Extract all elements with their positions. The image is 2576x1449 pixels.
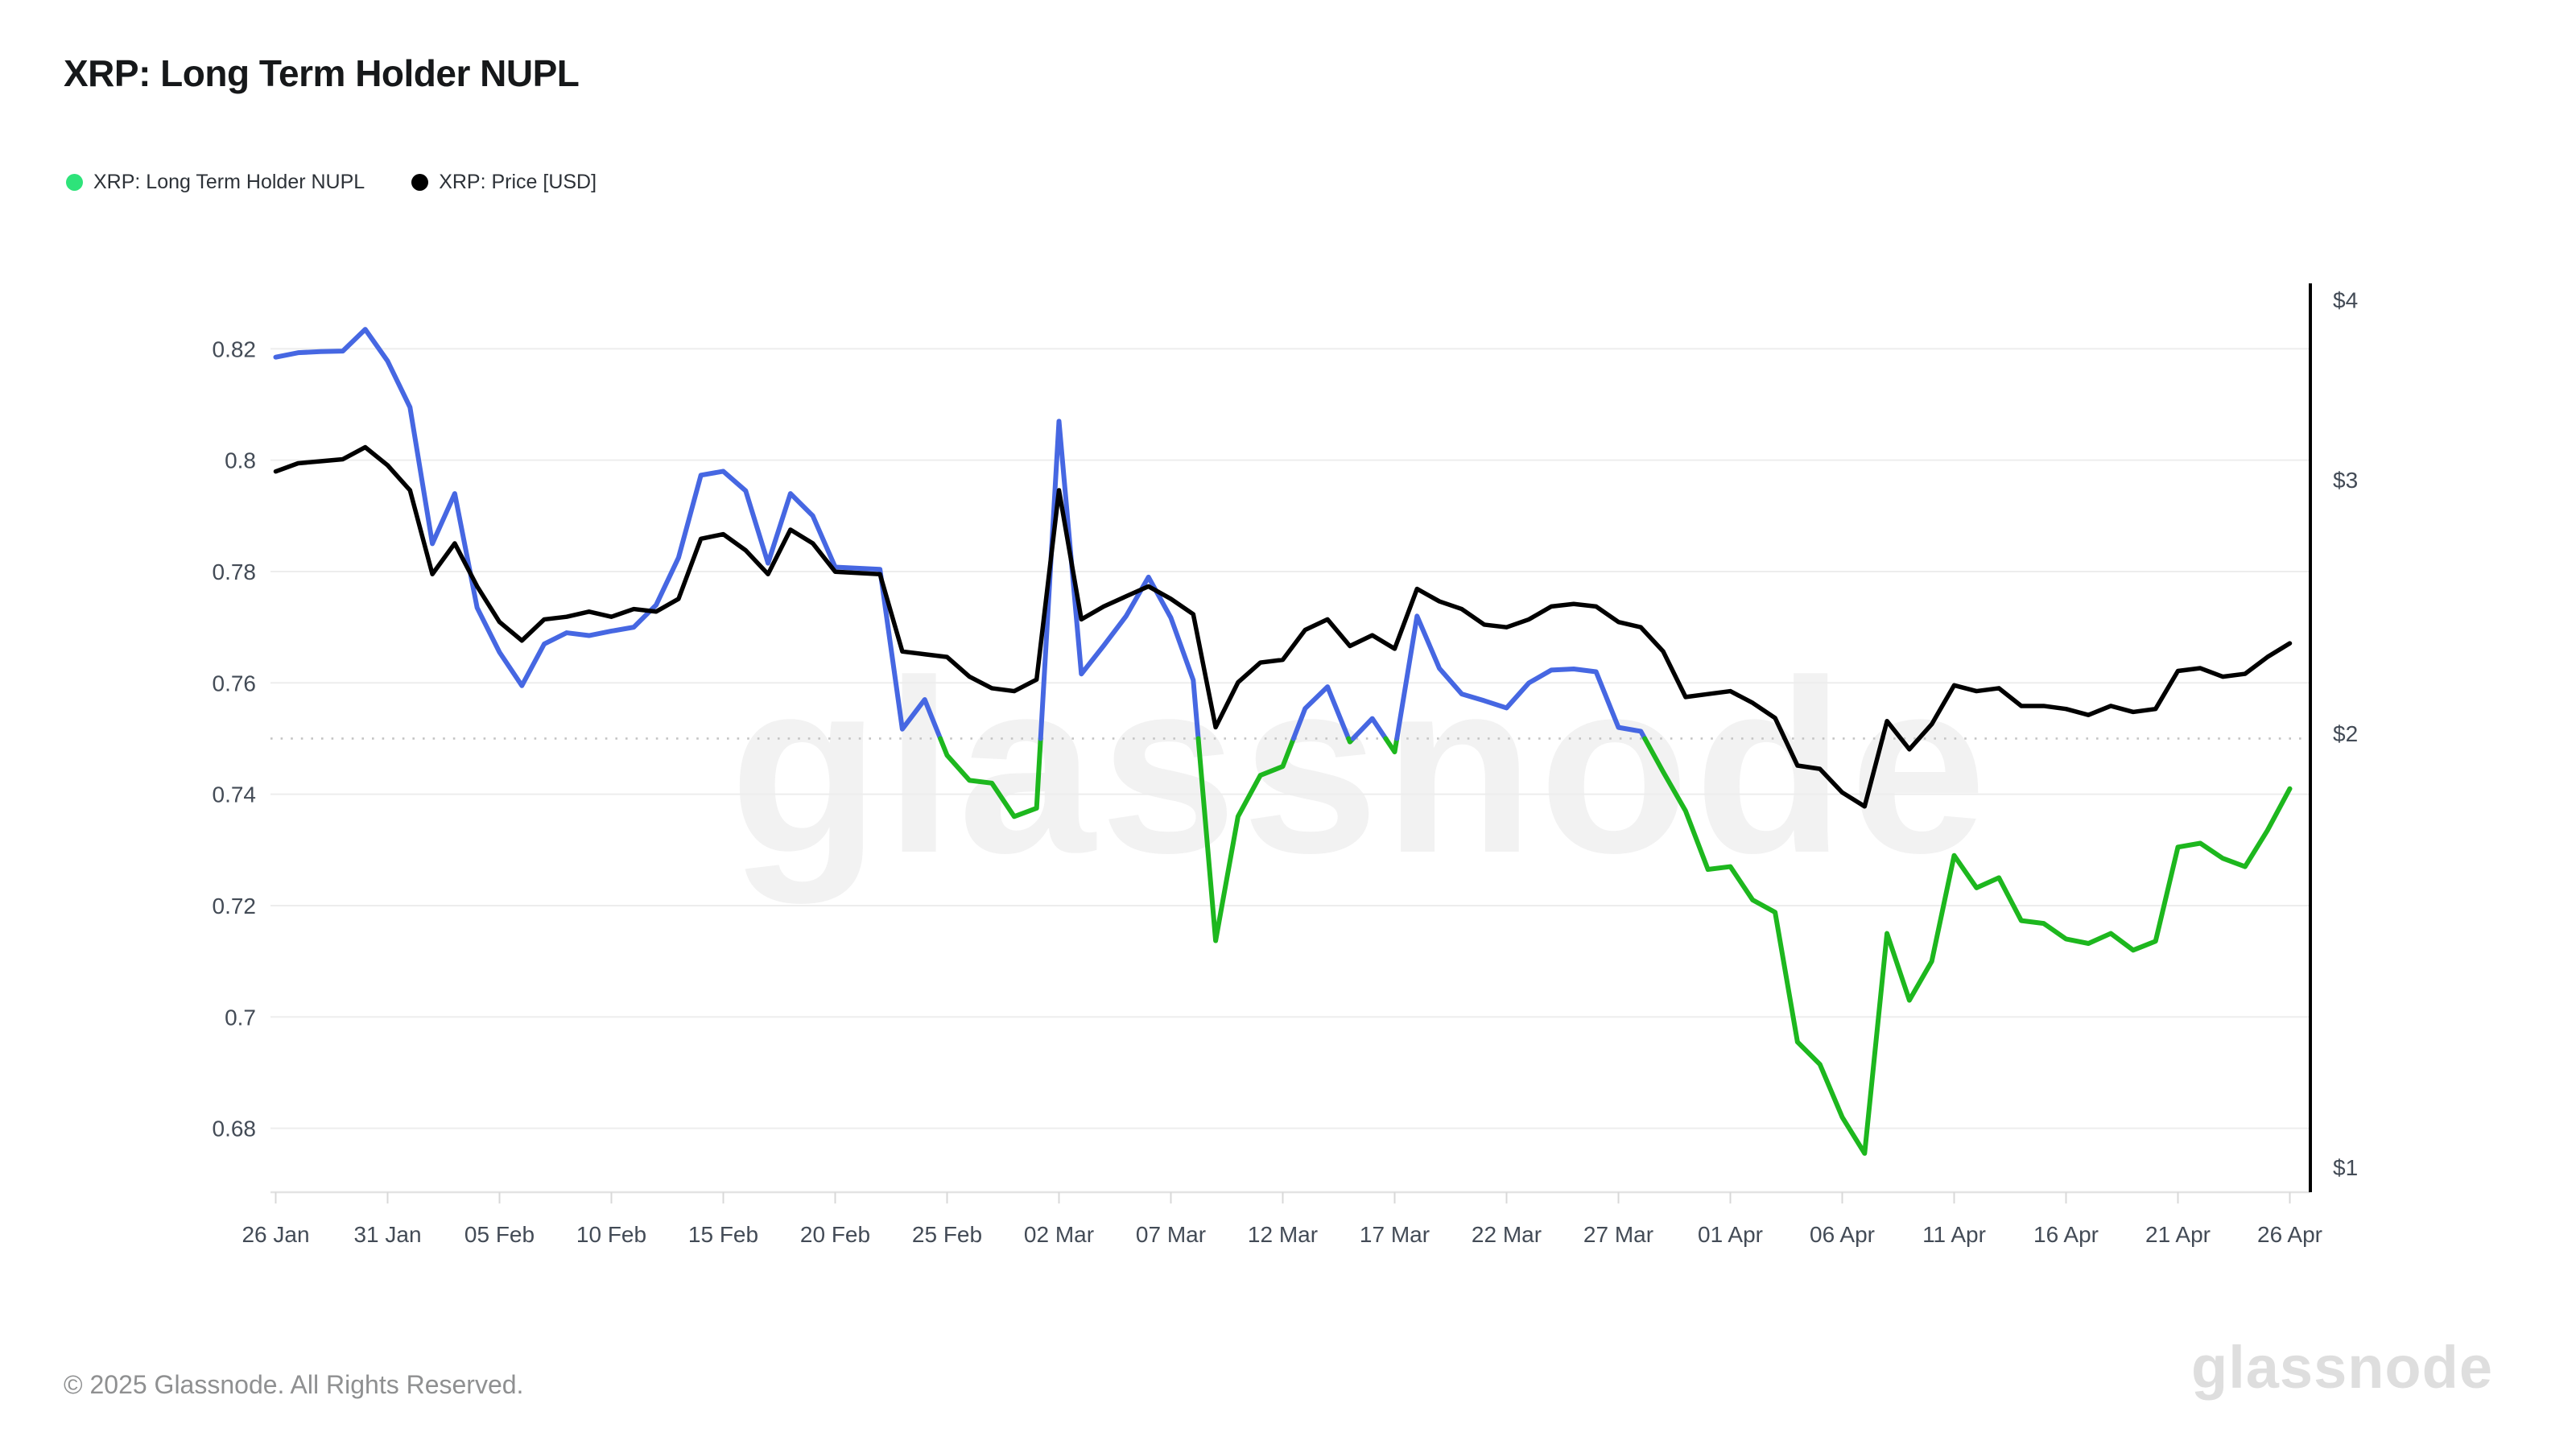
x-axis-tick-label: 27 Mar	[1583, 1222, 1653, 1247]
nupl-line-segment	[1394, 613, 1648, 741]
x-axis-tick-label: 02 Mar	[1024, 1222, 1094, 1247]
price-line	[273, 444, 2293, 809]
glassnode-logo: glassnode	[2191, 1334, 2493, 1401]
y-axis-left-tick-label: 0.8	[225, 448, 256, 473]
legend-item-nupl[interactable]: XRP: Long Term Holder NUPL	[66, 171, 365, 194]
x-axis-tick-label: 06 Apr	[1810, 1222, 1875, 1247]
y-axis-right-tick-label: $1	[2333, 1155, 2358, 1180]
glassnode-watermark: glassnode	[729, 629, 1992, 904]
x-axis-tick-label: 12 Mar	[1248, 1222, 1318, 1247]
x-axis-tick-label: 10 Feb	[576, 1222, 646, 1247]
y-axis-left-tick-label: 0.68	[213, 1117, 257, 1141]
y-axis-left-tick-label: 0.7	[225, 1005, 256, 1030]
nupl-line-segment	[1290, 684, 1352, 741]
x-axis-tick-label: 25 Feb	[912, 1222, 982, 1247]
y-axis-left-tick-label: 0.74	[213, 782, 257, 807]
nupl-line-segment	[938, 736, 1043, 819]
nupl-line-segment	[1195, 736, 1296, 943]
nupl-line-segment	[1350, 716, 1389, 741]
x-axis-tick-label: 17 Mar	[1360, 1222, 1430, 1247]
x-axis-tick-label: 26 Jan	[242, 1222, 309, 1247]
legend-dot-nupl-icon	[66, 174, 83, 191]
nupl-line-segment	[1642, 736, 2293, 1156]
page-title: XRP: Long Term Holder NUPL	[64, 52, 580, 94]
nupl-line-segment	[1038, 419, 1201, 741]
legend-label-nupl: XRP: Long Term Holder NUPL	[93, 171, 365, 193]
nupl-line-segment	[273, 327, 943, 741]
footer-copyright: © 2025 Glassnode. All Rights Reserved.	[64, 1370, 524, 1399]
y-axis-left-tick-label: 0.76	[213, 671, 257, 696]
x-axis-tick-label: 11 Apr	[1922, 1222, 1986, 1247]
legend-dot-price-icon	[411, 174, 429, 191]
x-axis-tick-label: 31 Jan	[353, 1222, 421, 1247]
y-axis-left-tick-label: 0.82	[213, 336, 257, 361]
x-axis-tick-label: 16 Apr	[2033, 1222, 2099, 1247]
y-axis-right-tick-label: $4	[2333, 287, 2358, 312]
x-axis-tick-label: 26 Apr	[2257, 1222, 2322, 1247]
nupl-line-segment	[1383, 736, 1400, 755]
legend-label-price: XRP: Price [USD]	[439, 171, 597, 193]
y-axis-right-tick-label: $2	[2333, 721, 2358, 746]
x-axis-tick-label: 01 Apr	[1698, 1222, 1763, 1247]
legend-item-price[interactable]: XRP: Price [USD]	[411, 171, 597, 194]
x-axis-tick-label: 15 Feb	[688, 1222, 758, 1247]
x-axis-tick-label: 05 Feb	[464, 1222, 535, 1247]
chart-legend: XRP: Long Term Holder NUPL XRP: Price [U…	[66, 171, 597, 194]
y-axis-left-tick-label: 0.78	[213, 559, 257, 584]
y-axis-right-tick-label: $3	[2333, 468, 2358, 493]
x-axis-tick-label: 07 Mar	[1136, 1222, 1206, 1247]
x-axis-tick-label: 20 Feb	[800, 1222, 870, 1247]
x-axis-tick-label: 22 Mar	[1472, 1222, 1542, 1247]
x-axis-tick-label: 21 Apr	[2145, 1222, 2211, 1247]
y-axis-left-tick-label: 0.72	[213, 894, 257, 919]
